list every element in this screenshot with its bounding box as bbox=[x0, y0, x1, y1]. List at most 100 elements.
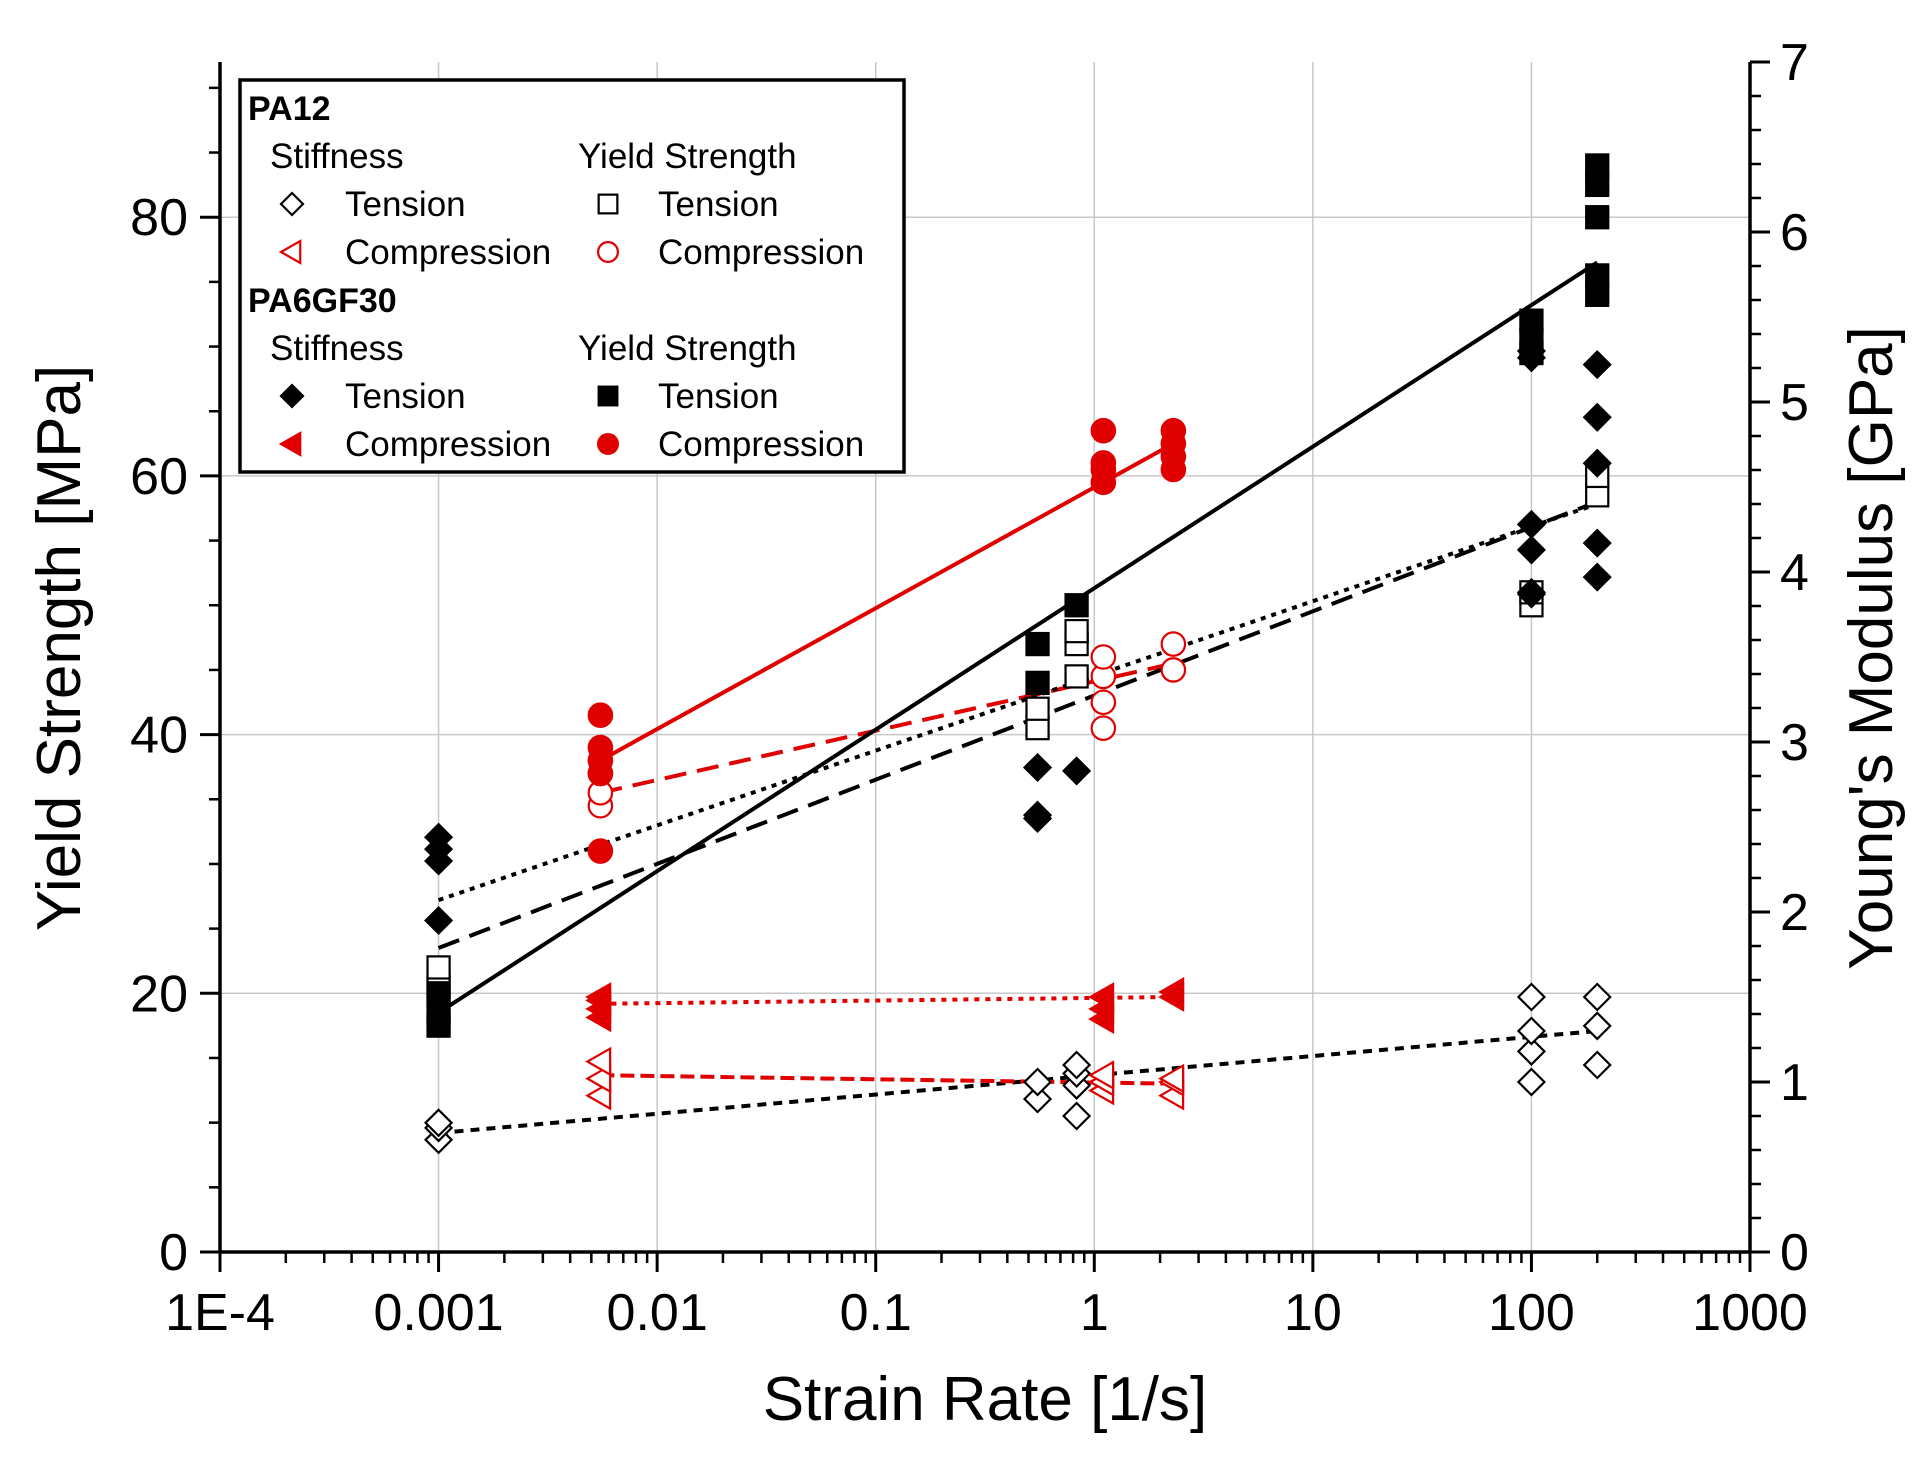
legend-marker bbox=[278, 431, 302, 457]
data-point bbox=[1090, 644, 1117, 670]
data-point bbox=[1062, 1101, 1092, 1131]
data-point bbox=[1088, 982, 1115, 1012]
fit-line bbox=[437, 260, 1599, 1015]
data-point bbox=[585, 982, 612, 1012]
x-tick-label: 0.001 bbox=[374, 1284, 504, 1342]
data-point bbox=[1064, 593, 1089, 618]
data-point bbox=[587, 838, 614, 864]
legend-marker bbox=[597, 385, 619, 407]
axes-layer: 1E-4 0.001 0.01 0.1 1 10 100 100002040608001234… bbox=[130, 34, 1809, 1342]
legend-label: Compression bbox=[658, 425, 864, 464]
data-point bbox=[424, 1108, 454, 1138]
fit-line bbox=[600, 995, 1174, 1006]
data-point bbox=[585, 1046, 612, 1077]
data-point bbox=[1088, 1060, 1115, 1091]
data-point bbox=[1090, 715, 1117, 741]
series-group-2 bbox=[426, 463, 1610, 999]
legend-label: Compression bbox=[658, 233, 864, 272]
y-axis-title: Yield Strength [MPa] bbox=[25, 365, 94, 931]
y2-tick-label: 2 bbox=[1780, 884, 1809, 942]
data-point bbox=[1516, 509, 1546, 539]
y2-tick-label: 0 bbox=[1780, 1224, 1809, 1282]
series-group-5 bbox=[585, 977, 1185, 1034]
fit-line bbox=[438, 1029, 1598, 1135]
fit-lines-layer bbox=[437, 260, 1599, 1135]
legend-label: Tension bbox=[658, 377, 779, 416]
data-point bbox=[1022, 752, 1053, 783]
legend-label: Compression bbox=[345, 425, 551, 464]
legend-stiffness-header: Stiffness bbox=[270, 137, 404, 176]
data-point bbox=[1582, 982, 1612, 1012]
data-point bbox=[1090, 450, 1117, 476]
data-point bbox=[1025, 631, 1050, 657]
data-point bbox=[587, 702, 614, 729]
fit-line bbox=[599, 441, 1175, 763]
legend-box bbox=[238, 78, 906, 474]
series-group-7 bbox=[587, 417, 1187, 864]
data-point bbox=[1582, 1050, 1612, 1080]
data-point bbox=[1585, 263, 1610, 288]
data-point bbox=[1516, 1067, 1546, 1097]
data-point bbox=[1582, 1011, 1612, 1041]
data-point bbox=[1022, 800, 1053, 830]
data-point bbox=[1516, 577, 1546, 607]
data-point bbox=[1582, 448, 1612, 478]
x-tick-label: 0.01 bbox=[607, 1284, 708, 1342]
y2-tick-label: 1 bbox=[1780, 1054, 1809, 1112]
data-point bbox=[1519, 308, 1544, 333]
data-point bbox=[1158, 1063, 1185, 1094]
data-point bbox=[424, 905, 454, 936]
x-tick-label: 1E-4 bbox=[165, 1284, 275, 1342]
data-point bbox=[426, 955, 451, 980]
fit-line bbox=[437, 502, 1598, 902]
data-point bbox=[1022, 1067, 1053, 1097]
data-point bbox=[1516, 1036, 1546, 1066]
x-tick-label: 1 bbox=[1080, 1284, 1109, 1342]
y2-tick-label: 6 bbox=[1780, 204, 1809, 262]
series-group-3 bbox=[587, 631, 1187, 819]
x-tick-label: 1000 bbox=[1692, 1284, 1808, 1342]
data-point bbox=[424, 822, 454, 852]
data-point bbox=[426, 981, 451, 1006]
legend-marker bbox=[279, 383, 305, 409]
legend-marker bbox=[596, 433, 619, 456]
y2-axis-title: Young's Modulus [GPa] bbox=[1837, 326, 1906, 970]
y-tick-label: 80 bbox=[130, 189, 188, 247]
series-group-0 bbox=[424, 982, 1612, 1155]
data-point bbox=[1025, 696, 1050, 721]
fit-line bbox=[600, 1073, 1174, 1086]
data-point bbox=[1062, 1050, 1092, 1080]
data-point bbox=[1585, 153, 1610, 178]
data-point bbox=[1158, 977, 1185, 1007]
x-axis-title: Strain Rate [1/s] bbox=[763, 1365, 1208, 1434]
data-point bbox=[1160, 417, 1187, 444]
legend-stiffness-header: Stiffness bbox=[270, 329, 404, 368]
legend-group-title: PA12 bbox=[248, 90, 331, 128]
data-point bbox=[1582, 402, 1612, 432]
data-point bbox=[1090, 417, 1117, 444]
legend-label: Tension bbox=[658, 185, 779, 224]
legend-marker bbox=[278, 239, 302, 265]
y-tick-label: 60 bbox=[130, 448, 188, 506]
legend-marker bbox=[597, 193, 619, 215]
data-point bbox=[1160, 657, 1187, 683]
data-point bbox=[1090, 689, 1117, 716]
data-markers-layer bbox=[424, 153, 1612, 1155]
data-point bbox=[1025, 670, 1050, 696]
data-point bbox=[1516, 535, 1546, 565]
data-point bbox=[1582, 350, 1612, 380]
data-point bbox=[1516, 1016, 1546, 1046]
x-tick-label: 0.1 bbox=[840, 1284, 912, 1342]
x-tick-label: 100 bbox=[1488, 1284, 1575, 1342]
y-tick-label: 20 bbox=[130, 965, 188, 1023]
y2-tick-label: 3 bbox=[1780, 714, 1809, 772]
legend-marker bbox=[279, 191, 305, 217]
data-point bbox=[1022, 1084, 1053, 1114]
legend-marker bbox=[596, 241, 619, 264]
y-tick-label: 40 bbox=[130, 707, 188, 765]
data-point bbox=[1064, 618, 1089, 644]
y-tick-label: 0 bbox=[159, 1224, 188, 1282]
legend-strength-header: Yield Strength bbox=[578, 137, 797, 176]
